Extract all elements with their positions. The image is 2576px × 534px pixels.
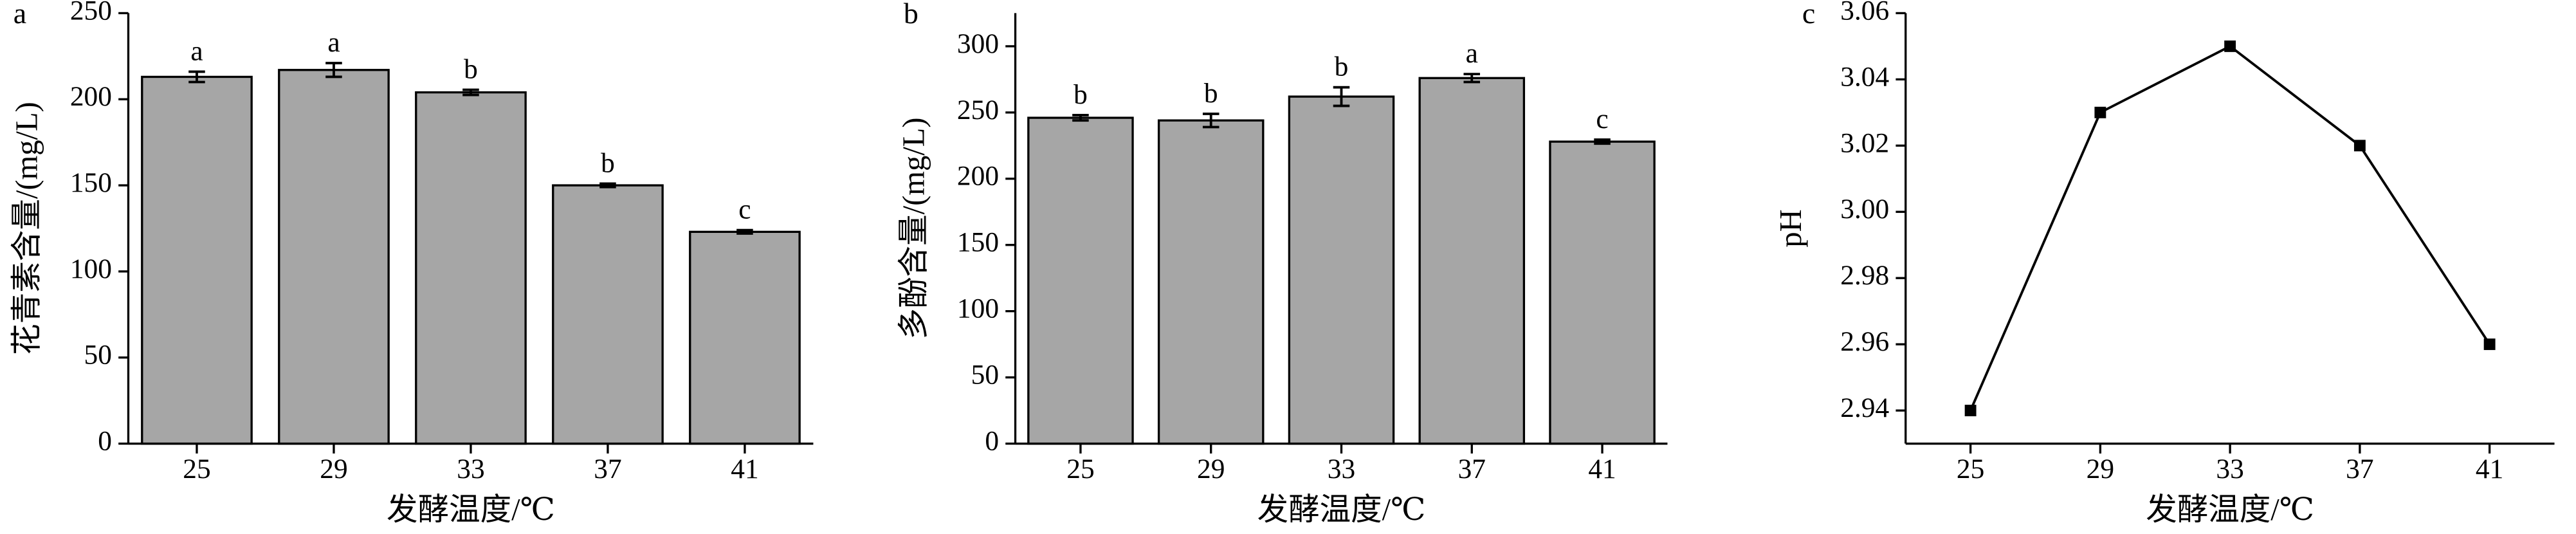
y-axis-title: 多酚含量/(mg/L) xyxy=(897,118,931,340)
line xyxy=(1969,44,2491,411)
significance-label: a xyxy=(327,27,340,58)
error-bar xyxy=(599,182,616,189)
x-tick-label: 41 xyxy=(2476,454,2503,484)
y-tick-label: 2.94 xyxy=(1840,392,1889,423)
bar xyxy=(1157,119,1265,445)
error-bar xyxy=(1072,114,1089,122)
error-bar xyxy=(736,228,753,235)
x-tick-label: 25 xyxy=(1957,454,1984,484)
y-tick-label: 0 xyxy=(98,426,112,457)
y-tick-label: 3.06 xyxy=(1840,0,1889,26)
marker xyxy=(2353,140,2366,152)
x-axis-title: 发酵温度/℃ xyxy=(1257,493,1426,527)
error-bar xyxy=(188,70,205,84)
significance-label: a xyxy=(190,35,203,66)
x-tick-label: 25 xyxy=(1066,454,1094,484)
x-tick-label: 33 xyxy=(1328,454,1355,484)
y-tick-label: 300 xyxy=(957,28,999,59)
significance-label: b xyxy=(464,53,478,84)
marker xyxy=(2483,338,2496,351)
y-tick-label: 250 xyxy=(70,0,112,26)
marker xyxy=(2224,40,2236,52)
panel-label: c xyxy=(1802,0,1815,30)
marker xyxy=(2094,106,2106,118)
bar xyxy=(415,91,527,445)
panel-label: a xyxy=(14,0,26,30)
x-axis-title: 发酵温度/℃ xyxy=(2146,493,2314,527)
x-tick-label: 29 xyxy=(1197,454,1225,484)
error-bar xyxy=(1202,112,1219,129)
error-bar xyxy=(325,62,342,78)
y-tick-label: 2.96 xyxy=(1840,326,1889,357)
y-tick-label: 50 xyxy=(971,360,999,391)
y-tick-label: 150 xyxy=(70,167,112,198)
x-tick-label: 41 xyxy=(731,454,758,484)
significance-label: b xyxy=(601,147,615,178)
y-axis-title: 花青素含量/(mg/L) xyxy=(10,102,44,354)
y-tick-label: 250 xyxy=(957,95,999,125)
x-tick-label: 33 xyxy=(457,454,484,484)
x-tick-label: 41 xyxy=(1588,454,1616,484)
x-tick-label: 29 xyxy=(2087,454,2114,484)
y-tick-label: 100 xyxy=(70,253,112,284)
bar xyxy=(141,75,253,445)
y-tick-label: 0 xyxy=(985,426,999,457)
significance-label: c xyxy=(1596,104,1608,134)
significance-label: c xyxy=(738,194,751,225)
error-bar xyxy=(462,88,479,97)
y-tick-label: 200 xyxy=(70,81,112,112)
x-axis-title: 发酵温度/℃ xyxy=(387,493,555,527)
y-tick-label: 100 xyxy=(957,293,999,324)
y-tick-label: 2.98 xyxy=(1840,260,1889,291)
significance-label: a xyxy=(1466,38,1478,69)
bar xyxy=(1288,95,1395,445)
bar xyxy=(1549,140,1656,445)
x-tick-label: 25 xyxy=(183,454,210,484)
bar xyxy=(278,69,390,445)
y-tick-label: 200 xyxy=(957,161,999,192)
panel-label: b xyxy=(904,0,918,30)
y-tick-label: 150 xyxy=(957,227,999,258)
y-tick-label: 3.04 xyxy=(1840,61,1889,92)
error-bar xyxy=(1463,73,1481,84)
x-tick-label: 37 xyxy=(1458,454,1486,484)
x-tick-label: 37 xyxy=(2346,454,2373,484)
y-tick-label: 50 xyxy=(84,340,112,371)
y-tick-label: 3.00 xyxy=(1840,194,1889,225)
bar xyxy=(552,184,664,445)
significance-label: b xyxy=(1204,78,1218,109)
error-bar xyxy=(1333,86,1350,107)
x-tick-label: 33 xyxy=(2216,454,2243,484)
bar xyxy=(1027,116,1134,445)
bar xyxy=(689,230,801,445)
x-tick-label: 29 xyxy=(320,454,347,484)
y-axis-title: pH xyxy=(1774,209,1808,247)
bar xyxy=(1418,77,1526,445)
marker xyxy=(1964,405,1977,417)
significance-label: b xyxy=(1335,51,1349,82)
significance-label: b xyxy=(1073,79,1088,110)
y-tick-label: 3.02 xyxy=(1840,127,1889,158)
error-bar xyxy=(1594,138,1611,145)
x-tick-label: 37 xyxy=(594,454,621,484)
